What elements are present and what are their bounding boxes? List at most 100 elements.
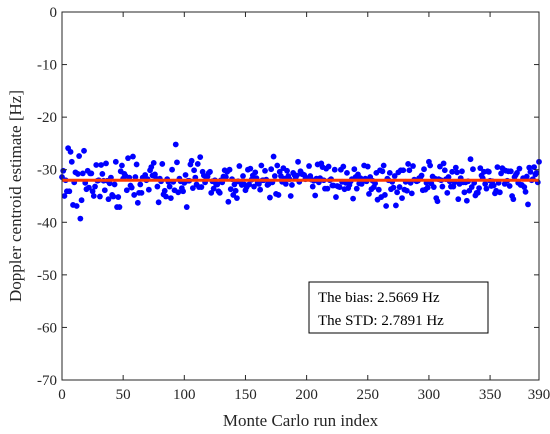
data-point	[506, 183, 513, 189]
data-point	[287, 193, 294, 199]
data-point	[375, 186, 382, 193]
data-point	[275, 192, 282, 198]
data-point	[353, 185, 360, 192]
data-point	[169, 166, 175, 173]
data-point	[424, 184, 431, 191]
data-point	[115, 194, 122, 200]
data-point	[189, 185, 196, 192]
data-point	[159, 161, 166, 167]
data-point	[68, 158, 75, 165]
data-point	[396, 184, 403, 190]
data-point	[393, 202, 399, 209]
data-point	[340, 163, 347, 170]
y-tick-label: -10	[37, 58, 57, 74]
x-axis-label: Monte Carlo run index	[223, 411, 379, 430]
x-axis-ticks: 0 50 100 150 200 250 300 350 390	[58, 12, 550, 403]
data-point	[119, 162, 125, 169]
data-point	[89, 188, 96, 195]
data-point	[324, 185, 331, 192]
data-point	[161, 187, 168, 194]
data-point	[386, 169, 393, 176]
data-point	[490, 182, 497, 189]
data-point	[404, 187, 410, 194]
data-point	[455, 196, 462, 203]
data-point	[208, 189, 215, 196]
data-point	[267, 194, 273, 201]
data-point	[410, 163, 416, 169]
data-point	[99, 171, 106, 177]
data-point	[123, 187, 130, 194]
data-point	[76, 153, 83, 159]
data-point	[483, 185, 490, 192]
data-point	[207, 168, 213, 175]
y-tick-label: 0	[50, 5, 58, 21]
data-point	[166, 183, 173, 190]
data-point	[90, 193, 97, 199]
annotation-box: The bias: 2.5669 Hz The STD: 2.7891 Hz	[308, 281, 489, 334]
data-point	[531, 164, 538, 170]
data-point	[331, 166, 338, 173]
x-tick-label: 250	[357, 387, 380, 403]
x-tick-label: 100	[173, 387, 196, 403]
y-tick-label: -30	[37, 163, 57, 179]
data-point	[482, 181, 489, 187]
data-point	[234, 195, 240, 202]
data-point	[226, 166, 233, 173]
data-point	[284, 167, 290, 174]
y-tick-label: -70	[37, 373, 57, 389]
data-point	[476, 185, 482, 192]
annotation-line-2: The STD: 2.7891 Hz	[318, 313, 444, 329]
annotation-line-1: The bias: 2.5669 Hz	[318, 290, 440, 306]
x-tick-label: 300	[418, 387, 441, 403]
data-point	[516, 165, 523, 172]
data-point	[268, 166, 275, 173]
x-tick-label: 50	[116, 387, 131, 403]
data-point	[198, 184, 205, 190]
data-point	[154, 183, 161, 190]
data-point	[293, 172, 300, 179]
data-point	[325, 163, 332, 170]
data-point	[134, 199, 141, 206]
data-point	[344, 169, 350, 176]
data-point	[474, 189, 481, 196]
data-point	[236, 163, 243, 169]
x-tick-label: 0	[58, 387, 66, 403]
data-point	[93, 162, 100, 168]
data-point	[73, 203, 80, 209]
data-point	[468, 184, 475, 190]
data-point	[439, 183, 446, 190]
data-point	[527, 168, 534, 175]
data-point	[222, 174, 229, 180]
data-point	[194, 161, 201, 167]
data-point	[79, 170, 86, 177]
data-point	[110, 193, 117, 200]
data-point	[86, 184, 92, 191]
data-point	[232, 187, 239, 194]
x-tick-label: 200	[295, 387, 318, 403]
data-point	[470, 166, 476, 173]
data-point	[128, 184, 135, 191]
data-point	[183, 204, 190, 210]
y-tick-label: -20	[37, 110, 57, 126]
data-point	[408, 190, 415, 197]
y-axis-label: Doppler centroid estimate [Hz]	[6, 90, 25, 302]
data-point	[252, 169, 259, 176]
data-point	[380, 162, 387, 169]
data-point	[257, 186, 264, 193]
annotation-frame	[308, 281, 489, 334]
data-point	[174, 159, 180, 166]
data-point	[180, 188, 186, 195]
data-point	[366, 191, 372, 197]
data-point	[496, 189, 503, 196]
x-tick-label: 350	[479, 387, 502, 403]
data-point	[336, 184, 343, 190]
data-point	[427, 162, 434, 169]
y-tick-label: -50	[37, 268, 57, 284]
data-point	[88, 170, 95, 177]
data-point	[400, 167, 407, 174]
data-point	[145, 186, 152, 193]
data-point	[225, 198, 232, 205]
data-point	[125, 155, 131, 162]
data-point	[116, 204, 123, 210]
data-point	[111, 181, 118, 188]
